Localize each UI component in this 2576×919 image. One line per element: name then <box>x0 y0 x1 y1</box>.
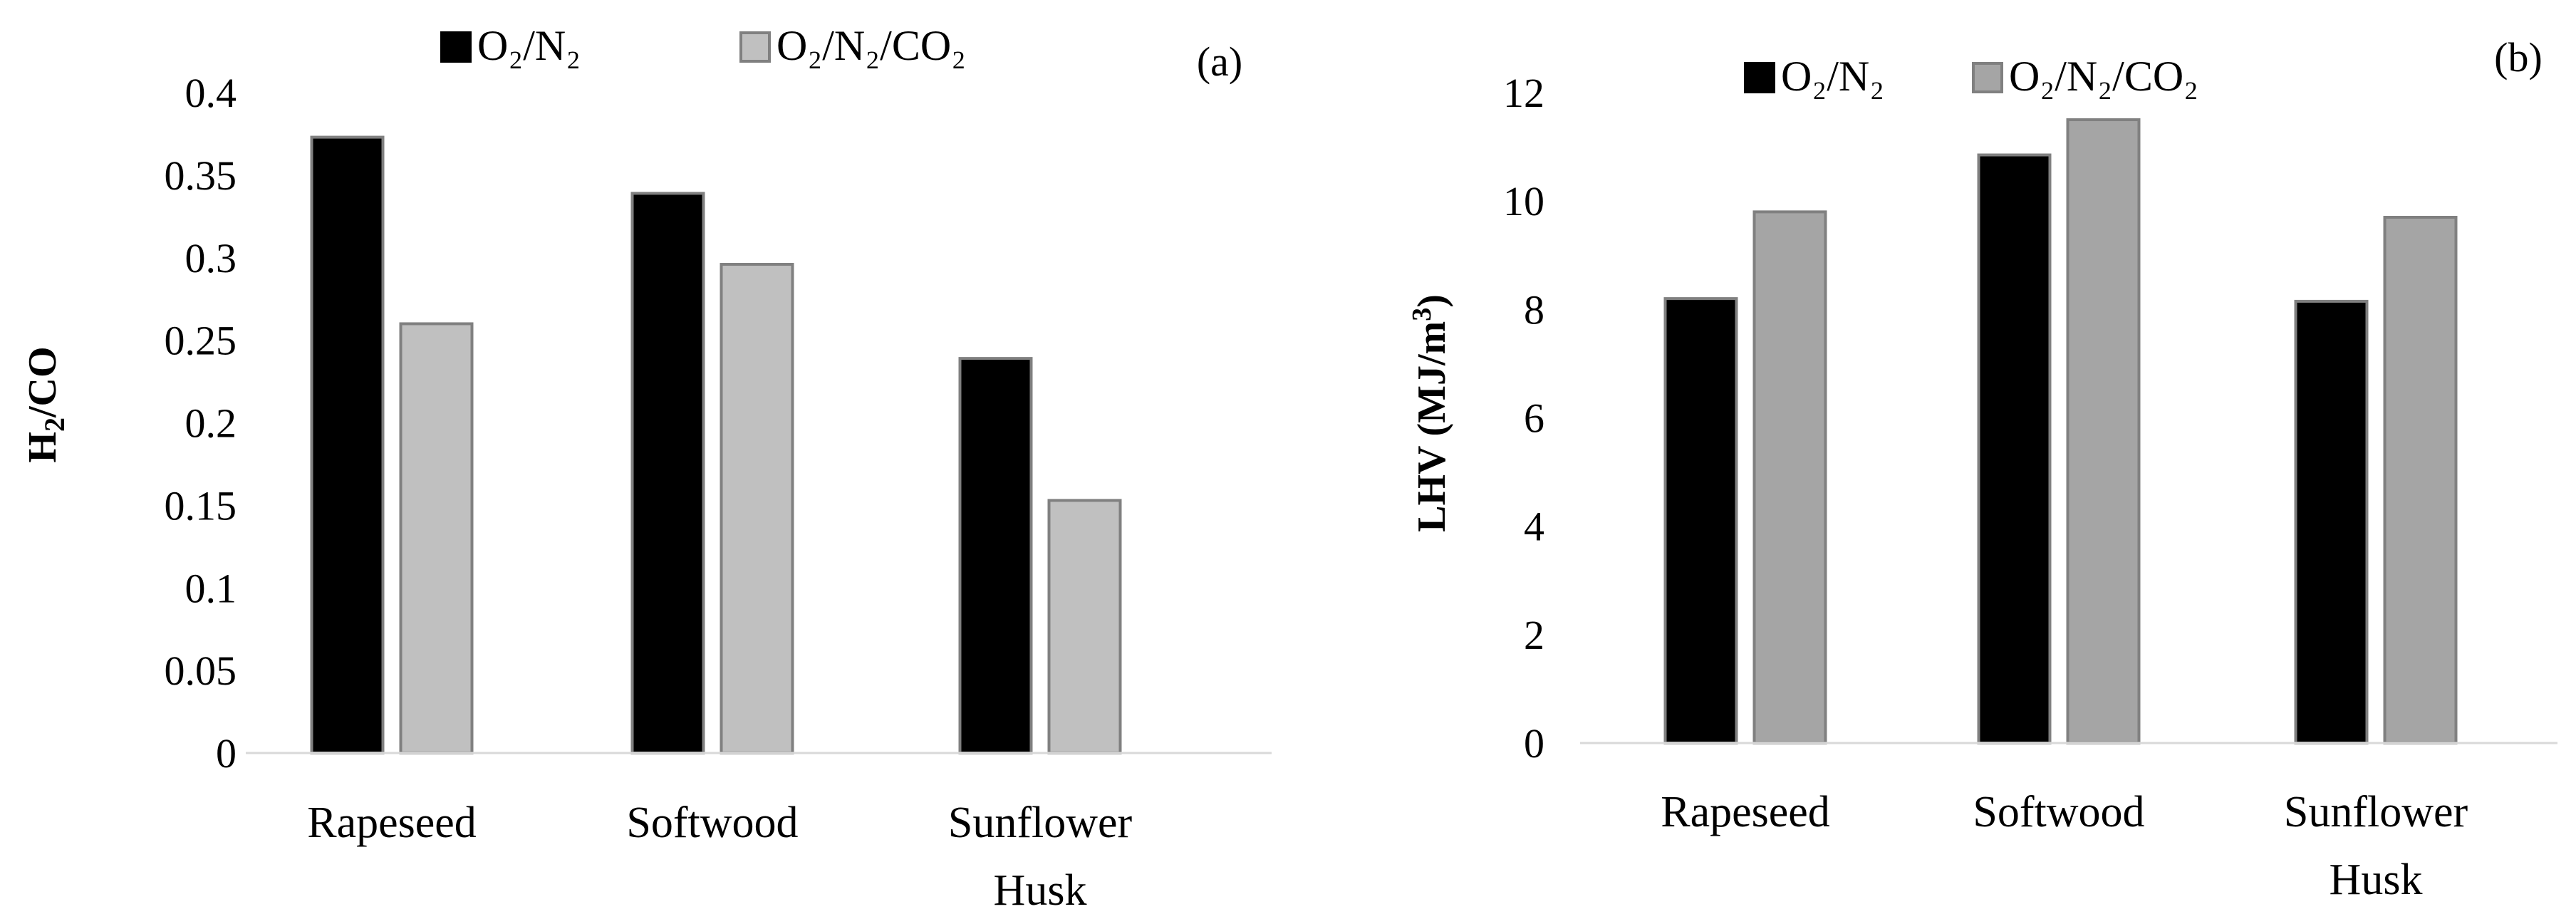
chart-b-y-tick-label: 4 <box>1524 504 1544 550</box>
chart-a-y-tick-label: 0.05 <box>165 648 237 694</box>
chart-a-panel-label: (a) <box>1197 38 1242 85</box>
chart-a-y-tick-label: 0.1 <box>185 565 237 611</box>
chart-a-bar-series1 <box>630 192 705 754</box>
chart-a-y-tick-label: 0.15 <box>165 482 237 529</box>
chart-b-y-tick-label: 12 <box>1503 70 1544 116</box>
chart-b-panel-label: (b) <box>2494 34 2543 81</box>
chart-b-bar-series1 <box>1663 297 1738 745</box>
chart-a-x-tick-label: Softwood <box>626 799 798 847</box>
chart-b-y-tick-label: 0 <box>1524 720 1544 767</box>
chart-b: LHV (MJ/m3) (b) 0 2 4 6 8 10 12 Rapeseed Softwo… <box>1407 34 2557 904</box>
chart-a-y-tick-label: 0.3 <box>185 235 237 281</box>
chart-b-y-tick-label: 8 <box>1524 286 1544 333</box>
chart-a-legend-label: O₂/N₂ <box>477 22 581 69</box>
chart-b-bars <box>1663 118 2458 745</box>
chart-b-legend-swatch <box>1972 62 2003 93</box>
chart-a-y-ticks: 0 0.05 0.1 0.15 0.2 0.25 0.3 0.35 0.4 <box>165 70 237 777</box>
chart-b-x-tick-label: Rapeseed <box>1661 788 1830 836</box>
chart-b-x-ticks: Rapeseed Softwood Sunflower Husk <box>1661 788 2468 904</box>
chart-b-legend-label: O₂/N₂ <box>1781 53 1884 100</box>
chart-a-ylabel: H2/CO <box>21 346 71 462</box>
chart-b-legend: O₂/N₂ O₂/N₂/CO₂ <box>1744 53 2198 100</box>
chart-b-legend-label: O₂/N₂/CO₂ <box>2009 53 2198 100</box>
chart-b-x-tick-label: Softwood <box>1973 788 2144 836</box>
chart-a-y-tick-label: 0 <box>216 730 237 777</box>
chart-a-x-ticks: Rapeseed Softwood Sunflower Husk <box>307 799 1132 915</box>
chart-a-bar-series1 <box>310 135 385 754</box>
chart-a-bar-series2 <box>720 263 794 754</box>
chart-a-legend-swatch <box>440 31 472 63</box>
chart-a-y-tick-label: 0.4 <box>185 70 237 116</box>
chart-b-x-tick-label: Sunflower Husk <box>2284 788 2468 904</box>
chart-b-bar-series2 <box>2383 215 2458 745</box>
chart-b-bar-series2 <box>1752 210 1827 744</box>
chart-a-x-tick-label: Rapeseed <box>307 799 477 847</box>
chart-b-legend-swatch <box>1744 62 1775 93</box>
chart-a-x-tick-label: Sunflower Husk <box>948 799 1133 915</box>
chart-a-legend: O₂/N₂ O₂/N₂/CO₂ <box>440 22 966 69</box>
chart-a-bar-series2 <box>399 322 474 754</box>
chart-a-bar-series1 <box>958 357 1033 754</box>
chart-a-legend-label: O₂/N₂/CO₂ <box>777 22 966 69</box>
chart-a-bars <box>310 135 1122 754</box>
chart-b-y-tick-label: 2 <box>1524 612 1544 658</box>
chart-a: H2/CO (a) 00.050.10.150.20.250.30.350.4 … <box>21 22 1272 915</box>
chart-b-bar-series1 <box>1977 153 2052 744</box>
chart-b-bar-series2 <box>2066 118 2141 744</box>
chart-a-y-tick-label: 0.35 <box>165 152 237 199</box>
chart-a-bar-series2 <box>1047 499 1122 754</box>
chart-a-legend-swatch <box>739 31 771 63</box>
chart-b-bar-series1 <box>2294 299 2369 744</box>
chart-b-y-ticks: 0 2 4 6 8 10 12 <box>1503 70 1544 767</box>
chart-b-y-tick-label: 6 <box>1524 395 1544 442</box>
chart-b-y-tick-label: 10 <box>1503 178 1544 224</box>
chart-a-y-tick-label: 0.2 <box>185 400 237 447</box>
chart-b-ylabel: LHV (MJ/m3) <box>1407 294 1454 532</box>
chart-a-y-tick-label: 0.25 <box>165 318 237 364</box>
